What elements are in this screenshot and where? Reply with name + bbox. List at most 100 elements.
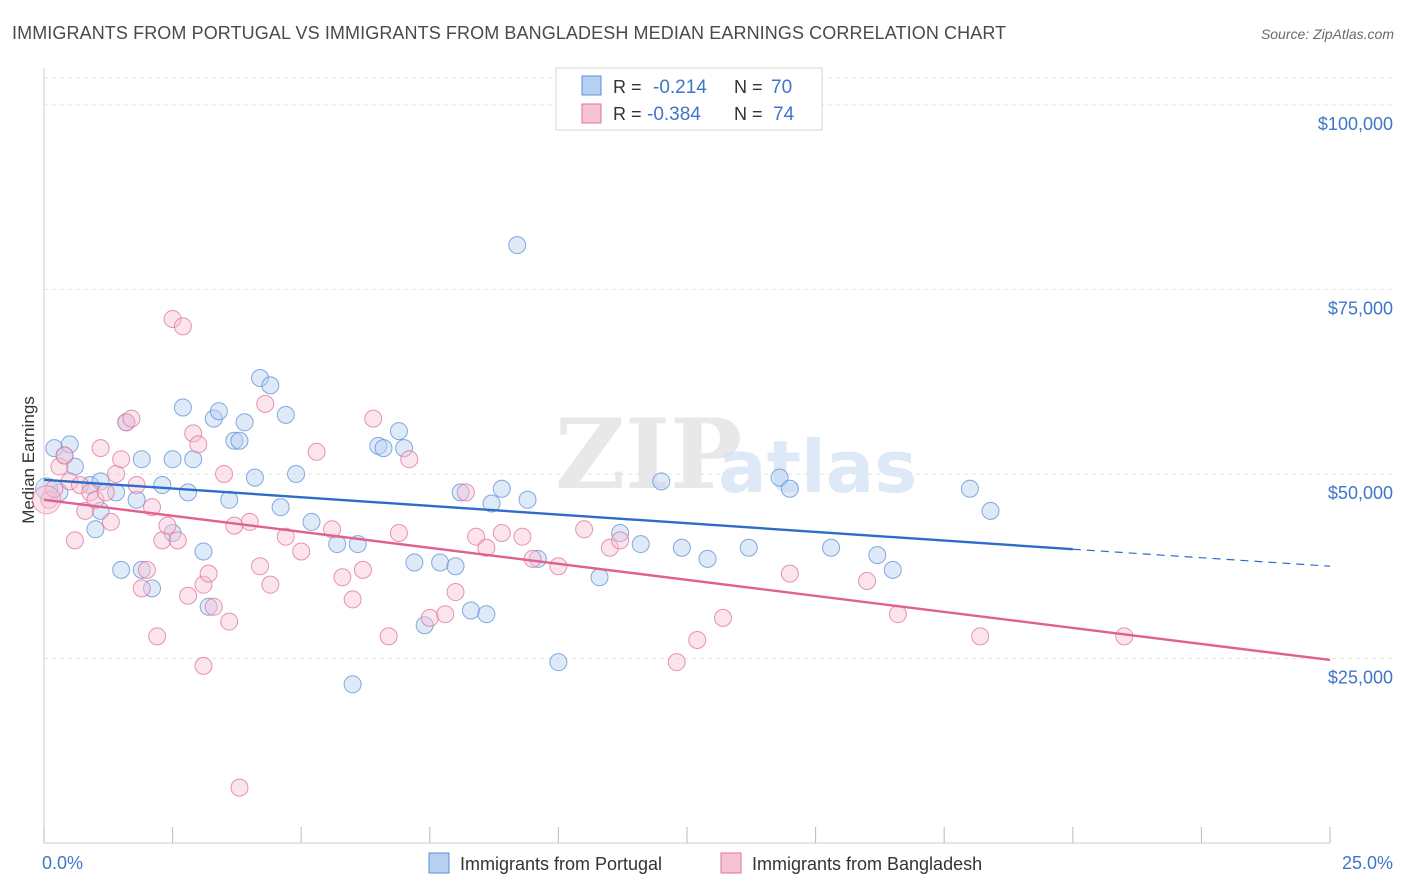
watermark-atlas: atlas [718, 425, 917, 509]
point-portugal-70 [343, 675, 362, 694]
point-bangladesh-3 [55, 446, 74, 465]
point-portugal-17 [163, 450, 182, 469]
point-bangladesh-67 [688, 631, 707, 650]
point-bangladesh-52 [400, 450, 419, 469]
legend-r-value-bangladesh: -0.384 [647, 104, 701, 125]
point-bangladesh-72 [971, 627, 990, 646]
point-bangladesh-19 [137, 560, 156, 579]
x-tick-label-1: 25.0% [1342, 853, 1393, 873]
legend-swatch-portugal-bottom [428, 852, 450, 874]
legend-label-bangladesh: Immigrants from Bangladesh [752, 854, 982, 874]
trend-lines [43, 478, 1331, 662]
point-bangladesh-25 [168, 531, 187, 550]
chart-title: IMMIGRANTS FROM PORTUGAL VS IMMIGRANTS F… [12, 23, 1006, 43]
point-portugal-2 [60, 435, 79, 454]
point-portugal-32 [261, 376, 280, 395]
point-portugal-0 [45, 439, 64, 458]
legend-n-value-bangladesh: 74 [773, 104, 795, 125]
point-portugal-42 [395, 439, 414, 458]
point-bangladesh-59 [492, 524, 511, 542]
point-portugal-50 [482, 494, 501, 513]
point-portugal-45 [431, 553, 450, 572]
point-bangladesh-54 [436, 605, 455, 624]
point-bangladesh-31 [194, 656, 213, 675]
point-bangladesh-48 [353, 560, 372, 579]
point-bangladesh-34 [215, 464, 234, 483]
point-portugal-10 [112, 560, 131, 579]
point-bangladesh-36 [225, 516, 244, 535]
point-bangladesh-23 [158, 516, 177, 535]
point-bangladesh-9 [86, 490, 105, 509]
series-bangladesh-points [32, 309, 1134, 797]
point-bangladesh-66 [667, 653, 686, 672]
point-portugal-64 [780, 479, 799, 498]
point-bangladesh-43 [292, 542, 311, 561]
point-bangladesh-32 [199, 564, 218, 583]
watermark-zip: ZIP [555, 398, 742, 511]
point-portugal-36 [302, 512, 321, 531]
y-axis-label: Median Earnings [19, 396, 38, 524]
point-bangladesh-12 [101, 512, 120, 531]
point-bangladesh-71 [888, 605, 907, 624]
point-bangladesh-26 [173, 317, 192, 336]
point-bangladesh-29 [189, 435, 208, 454]
point-bangladesh-20 [143, 498, 162, 517]
point-portugal-69 [981, 501, 1000, 520]
point-portugal-61 [698, 549, 717, 568]
point-portugal-58 [631, 535, 650, 554]
point-portugal-43 [405, 553, 424, 572]
point-bangladesh-24 [163, 309, 182, 328]
point-bangladesh-10 [91, 439, 110, 458]
y-tick-label-1: $50,000 [1328, 483, 1393, 503]
point-portugal-28 [230, 431, 249, 450]
point-portugal-41 [389, 422, 408, 441]
point-portugal-46 [446, 557, 465, 576]
point-portugal-13 [132, 450, 151, 469]
y-tick-label-3: $100,000 [1318, 114, 1393, 134]
point-bangladesh-38 [240, 512, 259, 531]
point-bangladesh-62 [549, 557, 568, 576]
point-bangladesh-2 [50, 457, 69, 476]
point-bangladesh-65 [611, 531, 630, 550]
point-bangladesh-64 [600, 538, 619, 557]
axes [43, 68, 1331, 844]
point-portugal-14 [132, 560, 151, 579]
point-bangladesh-73 [1115, 627, 1134, 646]
point-portugal-19 [173, 398, 192, 417]
series-legend: Immigrants from Portugal Immigrants from… [428, 852, 982, 874]
point-portugal-7 [86, 520, 105, 539]
point-portugal-56 [590, 568, 609, 587]
point-bangladesh-42 [276, 527, 295, 546]
point-portugal-40 [374, 439, 393, 458]
point-bangladesh-46 [333, 568, 352, 587]
watermark: ZIP atlas [555, 398, 917, 511]
point-bangladesh-47 [343, 590, 362, 609]
point-portugal-55 [549, 653, 568, 672]
trend-line-portugal [43, 478, 1073, 551]
point-portugal-29 [235, 413, 254, 432]
point-portugal-33 [271, 498, 290, 517]
point-portugal-27 [225, 431, 244, 450]
y-tick-label-0: $25,000 [1328, 667, 1393, 687]
point-bangladesh-56 [456, 483, 475, 502]
point-bangladesh-37 [230, 778, 249, 797]
x-tick-label-0: 0.0% [42, 853, 83, 873]
point-bangladesh-45 [323, 520, 342, 539]
legend-n-label-bangladesh: N = [734, 104, 763, 124]
point-bangladesh-49 [364, 409, 383, 428]
point-portugal-65 [822, 538, 841, 557]
point-portugal-23 [199, 597, 218, 616]
point-bangladesh-39 [251, 557, 270, 576]
point-portugal-6 [91, 472, 110, 491]
x-tick-labels: 0.0% 25.0% [42, 853, 1393, 873]
point-bangladesh-53 [420, 608, 439, 627]
point-bangladesh-41 [261, 575, 280, 594]
point-portugal-49 [477, 605, 496, 624]
point-portugal-34 [276, 405, 295, 424]
point-portugal-51 [492, 479, 511, 498]
point-portugal-52 [508, 236, 527, 255]
point-bangladesh-58 [477, 538, 496, 557]
point-bangladesh-21 [148, 627, 167, 646]
point-bangladesh-5 [65, 531, 84, 550]
